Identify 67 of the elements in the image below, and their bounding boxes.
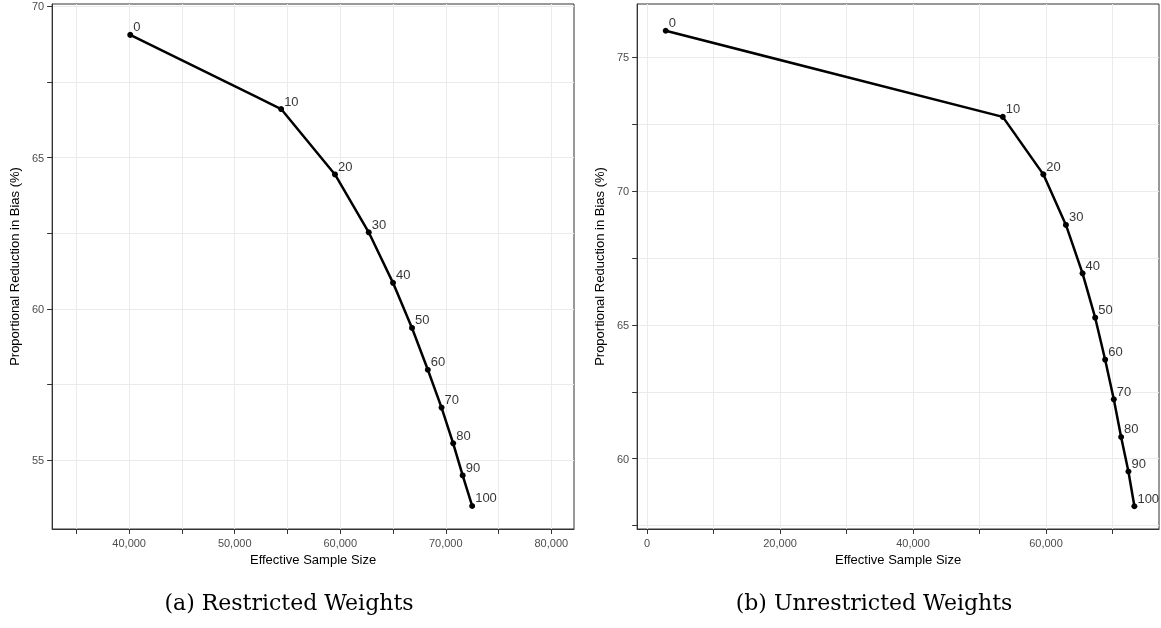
- annotation: 70: [1116, 383, 1132, 399]
- point: [459, 472, 466, 479]
- x-tick-label: 50,000: [217, 536, 252, 549]
- point: [1125, 468, 1132, 475]
- annotation: 60: [430, 354, 446, 370]
- point: [390, 279, 397, 286]
- annotation: 100: [475, 490, 497, 506]
- y-axis-title: Proportional Reduction in Bias (%): [592, 167, 607, 366]
- annotation: 40: [396, 267, 411, 283]
- annotation: 20: [337, 158, 353, 174]
- annotation: 60: [1108, 344, 1123, 360]
- annotation: 90: [465, 459, 481, 475]
- y-tick-label: 75: [616, 51, 630, 64]
- x-axis-title: Effective Sample Size: [249, 552, 377, 567]
- point: [1092, 314, 1099, 321]
- annotation: 100: [1137, 490, 1160, 506]
- point: [278, 106, 285, 113]
- y-tick-label: 60: [31, 302, 45, 315]
- point: [450, 440, 457, 447]
- point: [1131, 503, 1138, 510]
- annotation: 30: [371, 216, 387, 232]
- annotation: 40: [1085, 257, 1101, 273]
- y-tick-label: 60: [616, 452, 630, 465]
- text: (b) Unrestricted Weights: [735, 589, 1013, 615]
- annotation: 90: [1131, 456, 1146, 471]
- point: [1062, 221, 1069, 228]
- annotation: 50: [415, 312, 430, 328]
- y-axis-title: Proportional Reduction in Bias (%): [7, 167, 22, 366]
- point: [365, 229, 372, 236]
- annotation: 20: [1046, 158, 1061, 174]
- x-tick-label: 40,000: [896, 536, 930, 549]
- x-tick-label: 0: [644, 536, 651, 549]
- point: [1102, 356, 1109, 363]
- point: [331, 171, 338, 178]
- annotation: 70: [444, 392, 460, 408]
- y-tick-label: 65: [616, 318, 630, 331]
- annotation: 30: [1068, 209, 1084, 225]
- point: [1040, 171, 1047, 178]
- y-tick-label: 55: [31, 454, 45, 467]
- point: [1118, 434, 1125, 440]
- x-tick-label: 80,000: [534, 536, 569, 549]
- point: [469, 502, 476, 509]
- annotation: 0: [668, 15, 676, 31]
- y-tick-label: 65: [31, 151, 45, 164]
- x-tick-label: 60,000: [1029, 536, 1063, 549]
- point: [438, 404, 445, 411]
- y-tick-label: 70: [616, 185, 630, 198]
- x-tick-label: 20,000: [763, 536, 797, 549]
- text: (a) Restricted Weights: [164, 589, 414, 615]
- annotation: 50: [1098, 302, 1113, 318]
- x-tick-label: 70,000: [428, 536, 463, 549]
- annotation: 10: [1005, 101, 1021, 117]
- y-tick-label: 70: [31, 0, 45, 13]
- annotation: 0: [133, 19, 141, 35]
- point: [127, 31, 134, 38]
- point: [1079, 270, 1086, 277]
- annotation: 80: [456, 427, 471, 443]
- annotation: 10: [284, 93, 299, 109]
- point: [999, 113, 1006, 120]
- annotation: 80: [1124, 421, 1139, 437]
- point: [424, 366, 431, 373]
- x-tick-label: 40,000: [112, 536, 146, 549]
- point: [662, 27, 669, 34]
- x-axis-title: Effective Sample Size: [834, 552, 962, 567]
- x-tick-label: 60,000: [323, 536, 358, 549]
- point: [409, 324, 416, 331]
- point: [1110, 396, 1117, 403]
